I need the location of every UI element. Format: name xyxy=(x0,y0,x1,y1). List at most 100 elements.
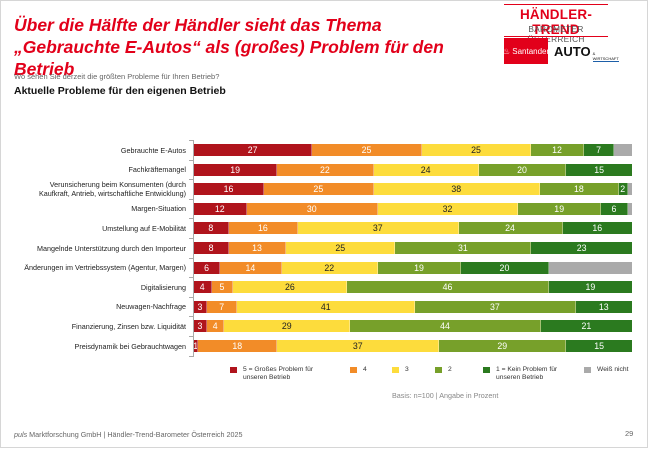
bar-segment-s4: 30 xyxy=(246,202,378,215)
bar-segment-s5: 8 xyxy=(194,222,229,235)
footer-brand: puls xyxy=(14,430,28,439)
bar-segment-s4: 5 xyxy=(211,281,234,294)
axis-tick xyxy=(189,179,193,181)
bar-segment-s5: 1 xyxy=(194,340,199,352)
legend-label: 3 xyxy=(405,366,409,374)
bar-segment-s2: 31 xyxy=(395,242,532,254)
bar-segment-s2: 18 xyxy=(540,183,619,196)
bar-segment-s1: 19 xyxy=(548,281,632,294)
data-label: 4 xyxy=(212,321,218,332)
data-label: 20 xyxy=(517,164,527,175)
bar-segment-s3: 25 xyxy=(285,242,396,254)
data-label: 8 xyxy=(208,223,214,234)
logo-top-rule xyxy=(504,4,608,5)
bar-segment-s4: 7 xyxy=(207,300,238,313)
bar-segment-s3: 25 xyxy=(421,144,532,156)
bar-row: 3 7 41 37 13 xyxy=(194,300,632,313)
legend-item: 5 = Großes Problem für unseren Betrieb xyxy=(230,366,313,382)
data-label: 21 xyxy=(581,321,592,332)
legend-label-line: Weiß nicht xyxy=(597,366,629,373)
bar-row: 16 25 38 18 2 xyxy=(194,183,632,196)
data-label: 24 xyxy=(420,164,431,175)
bar-segment-s2: 24 xyxy=(458,222,563,235)
bar-segment-s4: 14 xyxy=(220,261,282,274)
data-label: 15 xyxy=(594,164,605,175)
legend-item: 2 xyxy=(435,366,452,374)
bar-segment-s1: 20 xyxy=(461,261,549,274)
data-label: 16 xyxy=(592,223,603,234)
page-number: 29 xyxy=(625,429,634,438)
axis-tick xyxy=(189,336,193,337)
category-label-line: Fachkräftemangel xyxy=(128,165,186,175)
bar-segment-s1: 2 xyxy=(618,183,628,196)
data-label: 19 xyxy=(230,164,240,175)
legend-swatch xyxy=(230,367,237,373)
data-label: 38 xyxy=(451,184,462,195)
data-label: 31 xyxy=(457,243,468,253)
bar-segment-s5: 6 xyxy=(194,261,221,274)
axis-tick xyxy=(189,218,193,220)
legend-swatch xyxy=(584,367,591,373)
data-label: 18 xyxy=(574,184,584,195)
data-label: 37 xyxy=(489,301,500,312)
category-label-line: Margen-Situation xyxy=(131,204,186,214)
data-label: 32 xyxy=(442,203,453,214)
data-label: 19 xyxy=(585,282,596,293)
legend-item: Weiß nicht xyxy=(584,366,628,374)
category-label: Umstellung auf E-Mobilität xyxy=(102,224,186,233)
data-label: 19 xyxy=(414,262,424,273)
category-label: Verunsicherung beim Konsumenten (durch Ka… xyxy=(39,180,186,198)
data-label: 37 xyxy=(352,341,363,351)
legend-label-line: unseren Betrieb xyxy=(243,374,291,381)
survey-question: Wo sehen Sie derzeit die größten Problem… xyxy=(14,72,220,81)
bar-segment-s4: 4 xyxy=(207,320,225,333)
legend-label: 2 xyxy=(448,366,452,374)
data-label: 25 xyxy=(471,145,481,155)
bar-segment-s5: 4 xyxy=(194,281,212,294)
data-label: 25 xyxy=(313,184,324,195)
data-label: 22 xyxy=(324,262,335,273)
category-label: Fachkräftemangel xyxy=(128,165,186,174)
data-label: 37 xyxy=(372,223,383,234)
legend-swatch xyxy=(350,367,357,373)
axis-tick xyxy=(189,296,193,298)
bar-segment-s5: 19 xyxy=(194,163,278,176)
axis-tick xyxy=(189,355,193,357)
flame-icon: ♨ xyxy=(502,46,511,56)
bar-segment-s1: 13 xyxy=(575,300,632,313)
bar-segment-s4: 16 xyxy=(228,222,299,235)
data-label: 7 xyxy=(596,145,602,155)
category-label-line: Verunsicherung beim Konsumenten (durch xyxy=(49,180,186,190)
bar-row: 3 4 29 44 21 xyxy=(194,320,632,333)
bar-segment-s2: 29 xyxy=(439,340,567,352)
data-label: 2 xyxy=(620,184,626,195)
data-label: 44 xyxy=(440,321,450,332)
bar-row: 8 13 25 31 23 xyxy=(194,242,632,254)
bar-segment-s3: 37 xyxy=(298,222,459,235)
category-label-line: Umstellung auf E-Mobilität xyxy=(102,223,186,233)
legend-label-line: 5 = Großes Problem für xyxy=(243,366,314,373)
legend-item: 4 xyxy=(350,366,367,374)
auto-label: AUTO xyxy=(554,43,591,59)
bar-segment-s2: 19 xyxy=(377,261,462,274)
chart-title: Aktuelle Probleme für den eigenen Betrie… xyxy=(14,85,226,97)
santander-label: Santander xyxy=(512,46,550,56)
bar-segment-dk xyxy=(614,144,632,156)
category-label: Digitalisierung xyxy=(141,283,186,292)
bar-segment-s4: 25 xyxy=(264,183,374,196)
bar-row: 1 18 37 29 15 xyxy=(194,340,632,352)
category-label-line: Kaufkraft, Antrieb, wirtschaftliche Entw… xyxy=(38,189,186,199)
data-label: 19 xyxy=(554,203,565,214)
legend-label: Weiß nicht xyxy=(597,366,628,374)
bar-segment-s4: 13 xyxy=(229,242,286,254)
bar-segment-s3: 29 xyxy=(224,320,351,333)
bar-segment-s3: 22 xyxy=(281,261,378,274)
data-label: 41 xyxy=(320,301,331,312)
data-label: 27 xyxy=(247,145,258,155)
data-label: 6 xyxy=(204,262,210,273)
category-label-line: Gebrauchte E-Autos xyxy=(120,145,186,155)
category-label-line: Digitalisierung xyxy=(140,282,186,292)
bar-segment-s5: 16 xyxy=(194,183,265,196)
bar-segment-s2: 12 xyxy=(531,144,584,156)
